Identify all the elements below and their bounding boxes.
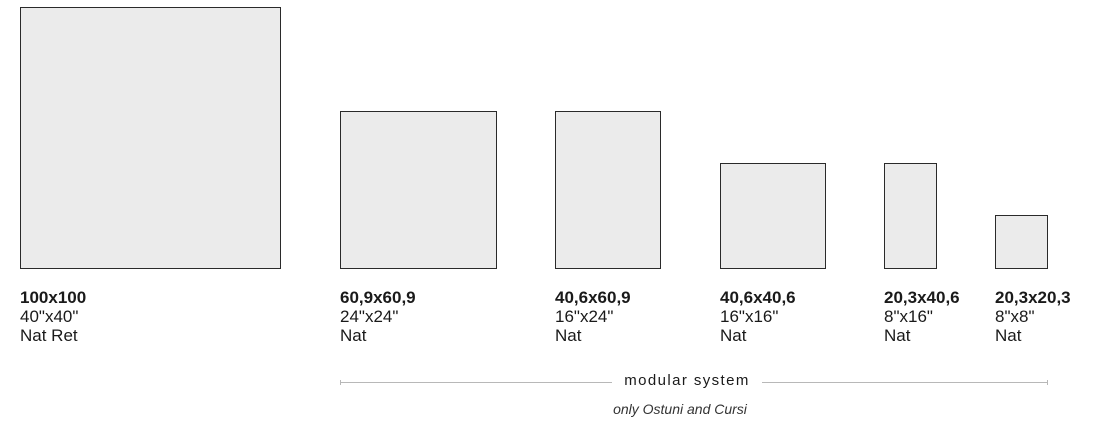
tile-caption: 100x100 40"x40" Nat Ret	[20, 288, 86, 345]
tile-metric-size: 60,9x60,9	[340, 288, 416, 307]
tile-metric-size: 40,6x60,9	[555, 288, 631, 307]
tile-imperial-size: 16"x24"	[555, 307, 614, 326]
tile-imperial-size: 40"x40"	[20, 307, 79, 326]
tile-100x100	[20, 7, 281, 269]
tile-caption: 20,3x20,3 8"x8" Nat	[995, 288, 1071, 345]
modular-system-note: only Ostuni and Cursi	[613, 401, 747, 417]
tile-imperial-size: 24"x24"	[340, 307, 399, 326]
tile-caption: 20,3x40,6 8"x16" Nat	[884, 288, 960, 345]
tile-finish: Nat	[995, 326, 1022, 345]
tile-60-9x60-9	[340, 111, 497, 269]
modular-system-right-tick	[1047, 380, 1048, 385]
tile-caption: 40,6x60,9 16"x24" Nat	[555, 288, 631, 345]
tile-finish: Nat	[340, 326, 367, 345]
tile-metric-size: 20,3x20,3	[995, 288, 1071, 307]
tile-metric-size: 20,3x40,6	[884, 288, 960, 307]
tile-finish: Nat	[884, 326, 911, 345]
tile-finish: Nat	[720, 326, 747, 345]
tile-caption: 60,9x60,9 24"x24" Nat	[340, 288, 416, 345]
tile-imperial-size: 8"x16"	[884, 307, 933, 326]
tile-metric-size: 100x100	[20, 288, 87, 307]
tile-imperial-size: 16"x16"	[720, 307, 779, 326]
tile-40-6x40-6	[720, 163, 826, 269]
tile-caption: 40,6x40,6 16"x16" Nat	[720, 288, 796, 345]
tile-20-3x40-6	[884, 163, 937, 269]
modular-system-label: modular system	[612, 372, 762, 389]
tile-20-3x20-3	[995, 215, 1048, 269]
tile-imperial-size: 8"x8"	[995, 307, 1035, 326]
tile-metric-size: 40,6x40,6	[720, 288, 796, 307]
tile-40-6x60-9	[555, 111, 661, 269]
tile-finish: Nat	[555, 326, 582, 345]
tile-finish: Nat Ret	[20, 326, 78, 345]
